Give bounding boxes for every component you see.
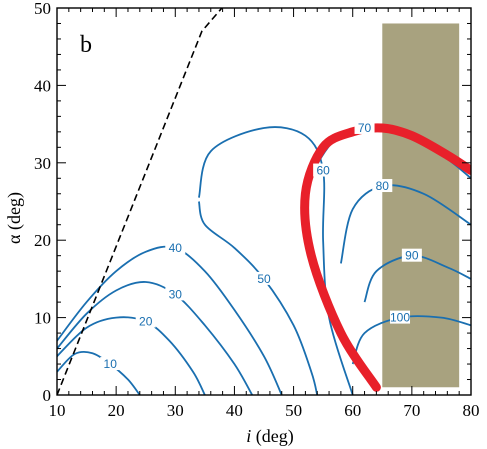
y-axis-title: α (deg)	[4, 192, 25, 244]
contour-label-bg	[165, 287, 186, 301]
x-tick-label: 50	[285, 401, 302, 420]
y-tick-label: 40	[34, 76, 51, 95]
y-tick-labels: 0 10 20 30 40 50	[34, 0, 51, 405]
contour-label-20: 20	[139, 314, 153, 328]
contour-30	[57, 281, 253, 395]
contour-labels: 10 20 30 40 50 60 70 80 90 100	[100, 120, 422, 371]
x-tick-label: 70	[403, 401, 420, 420]
contour-label-bg	[401, 248, 422, 262]
x-tick-label: 20	[108, 401, 125, 420]
y-tick-label: 20	[34, 231, 51, 250]
plot-frame	[56, 7, 472, 396]
highlight-contour	[300, 123, 471, 392]
contour-label-100: 100	[390, 311, 410, 325]
y-tick-label: 30	[34, 154, 51, 173]
x-axis-unit: (deg)	[251, 426, 293, 447]
contour-label-bg	[313, 163, 334, 177]
x-tick-label: 10	[49, 401, 66, 420]
contour-label-30: 30	[169, 287, 183, 301]
shaded-region	[382, 23, 460, 388]
contour-label-bg	[165, 240, 186, 254]
contour-label-10: 10	[104, 357, 118, 371]
contour-label-bg	[254, 271, 274, 285]
contour-label-bg	[100, 357, 121, 371]
x-tick-labels: 10 20 30 40 50 60 70 80	[49, 401, 480, 420]
x-axis-symbol: i	[246, 426, 251, 446]
contour-label-bg	[354, 120, 375, 134]
contour-label-60: 60	[316, 164, 330, 178]
y-tick-label: 10	[34, 309, 51, 328]
panel-label: b	[80, 32, 92, 58]
y-tick-label: 0	[43, 386, 52, 405]
contour-label-bg	[135, 314, 156, 328]
contour-label-90: 90	[405, 249, 419, 263]
boundary-line	[57, 8, 223, 395]
x-axis-title: i (deg)	[246, 426, 294, 447]
axis-ticks	[56, 7, 472, 396]
contour-label-bg	[390, 310, 411, 324]
x-tick-label: 30	[167, 401, 184, 420]
contour-label-70: 70	[358, 121, 372, 135]
contour-label-bg	[372, 179, 393, 193]
contour-50	[198, 201, 319, 395]
y-tick-label: 50	[34, 0, 51, 18]
contour-label-40: 40	[169, 241, 183, 255]
x-tick-label: 60	[344, 401, 361, 420]
x-tick-label: 40	[226, 401, 243, 420]
contour-label-50: 50	[257, 272, 271, 286]
contour-40	[57, 245, 283, 395]
contour-10	[57, 350, 141, 395]
x-tick-label: 80	[463, 401, 480, 420]
contour-label-80: 80	[376, 179, 390, 193]
